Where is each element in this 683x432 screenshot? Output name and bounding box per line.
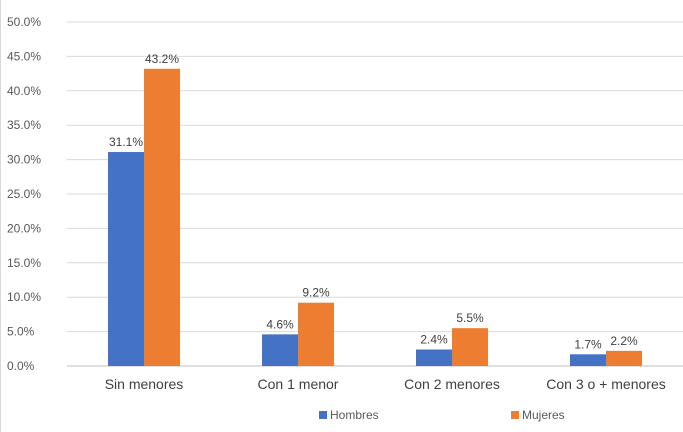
y-tick-label: 35.0% [7,118,41,132]
legend-swatch-hombres [319,411,327,419]
data-label: 4.6% [266,317,294,331]
data-label: 31.1% [109,135,143,149]
x-axis-categories: Sin menores Con 1 menor Con 2 menores Con 3… [105,376,666,392]
data-label: 2.4% [420,332,448,346]
x-category-label: Sin menores [105,376,184,392]
y-tick-label: 20.0% [7,221,41,235]
x-category-label: Con 1 menor [258,376,339,392]
x-category-label: Con 2 menores [404,376,500,392]
bar-hombres-2 [416,349,452,366]
bar-mujeres-1 [298,302,334,366]
y-tick-label: 25.0% [7,187,41,201]
data-label: 9.2% [302,286,330,300]
y-tick-label: 45.0% [7,49,41,63]
legend: Hombres Mujeres [319,408,565,422]
x-category-label: Con 3 o + menores [546,376,665,392]
y-tick-label: 30.0% [7,153,41,167]
y-axis-ticks: 0.0% 5.0% 10.0% 15.0% 20.0% 25.0% 30.0% 35.0% 40… [7,15,41,373]
y-tick-label: 15.0% [7,256,41,270]
y-tick-label: 40.0% [7,84,41,98]
bar-hombres-0 [108,152,144,366]
data-label: 43.2% [145,52,179,66]
legend-label-mujeres: Mujeres [522,408,565,422]
bar-mujeres-2 [452,328,488,366]
y-tick-label: 10.0% [7,290,41,304]
bar-hombres-1 [262,334,298,366]
bars [108,68,642,366]
data-label: 5.5% [456,311,484,325]
y-tick-label: 0.0% [7,359,35,373]
bar-mujeres-0 [144,68,180,366]
data-label: 1.7% [574,337,602,351]
data-labels: 31.1% 43.2% 4.6% 9.2% 2.4% 5.5% 1.7% 2.2% [109,52,638,352]
data-label: 2.2% [610,334,638,348]
bar-hombres-3 [570,354,606,366]
legend-swatch-mujeres [511,411,519,419]
bar-mujeres-3 [606,350,642,366]
y-tick-label: 50.0% [7,15,41,29]
legend-label-hombres: Hombres [330,408,379,422]
y-tick-label: 5.0% [7,325,35,339]
